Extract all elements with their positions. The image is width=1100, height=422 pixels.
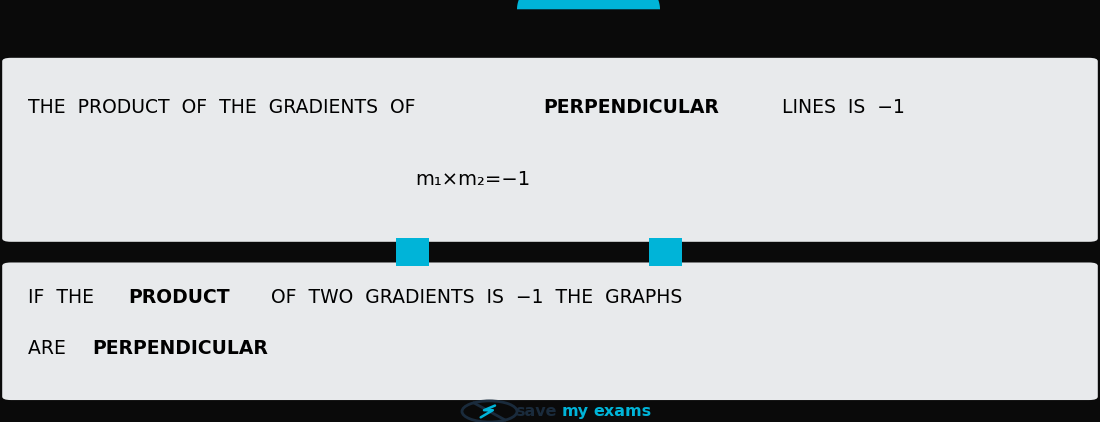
Text: exams: exams	[593, 404, 651, 419]
Text: OF  TWO  GRADIENTS  IS  −1  THE  GRAPHS: OF TWO GRADIENTS IS −1 THE GRAPHS	[260, 288, 682, 307]
Text: LINES  IS  −1: LINES IS −1	[770, 98, 905, 117]
Text: IF  THE: IF THE	[28, 288, 106, 307]
FancyBboxPatch shape	[2, 262, 1098, 400]
PathPatch shape	[517, 0, 660, 9]
Text: save: save	[515, 404, 557, 419]
Text: PERPENDICULAR: PERPENDICULAR	[92, 338, 267, 358]
Text: my: my	[562, 404, 590, 419]
Bar	[396, 238, 429, 266]
Text: PERPENDICULAR: PERPENDICULAR	[543, 98, 719, 117]
Bar	[649, 238, 682, 266]
Text: THE  PRODUCT  OF  THE  GRADIENTS  OF: THE PRODUCT OF THE GRADIENTS OF	[28, 98, 427, 117]
Text: ARE: ARE	[28, 338, 77, 358]
Text: PRODUCT: PRODUCT	[128, 288, 230, 307]
FancyBboxPatch shape	[2, 58, 1098, 242]
Text: m₁×m₂=−1: m₁×m₂=−1	[416, 170, 530, 189]
